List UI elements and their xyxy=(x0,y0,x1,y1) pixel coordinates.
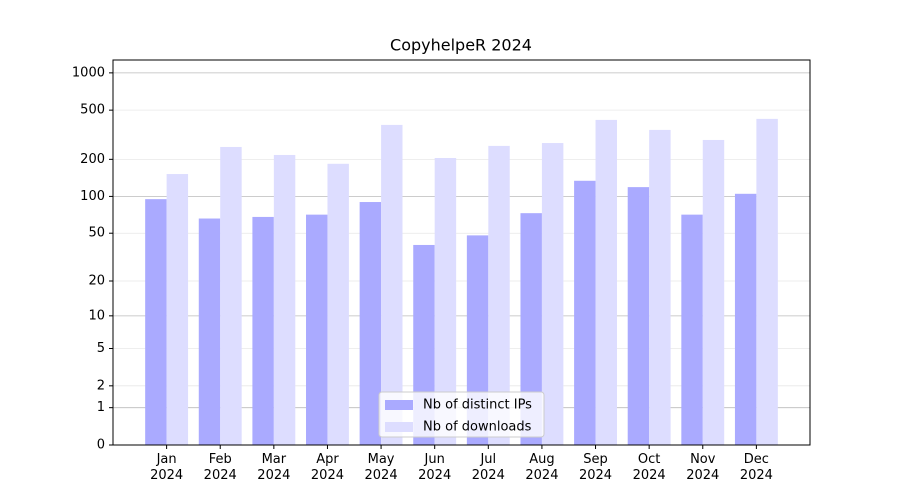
y-tick-label: 2 xyxy=(97,378,105,393)
bar xyxy=(681,214,703,445)
bar xyxy=(327,163,349,445)
y-tick-label: 100 xyxy=(80,189,105,204)
y-tick-label: 50 xyxy=(88,226,105,241)
y-tick-label: 10 xyxy=(88,308,105,323)
bar xyxy=(145,199,167,445)
bar xyxy=(273,154,296,445)
bar xyxy=(541,143,564,445)
x-tick-label: Jun 2024 xyxy=(418,452,452,483)
y-tick-label: 0 xyxy=(97,438,105,453)
bar xyxy=(381,124,403,446)
y-tick-label: 1 xyxy=(97,400,105,415)
chart-title: CopyhelpeR 2024 xyxy=(390,36,532,55)
bar xyxy=(359,202,382,445)
bar xyxy=(595,119,617,446)
y-tick-label: 200 xyxy=(80,152,105,167)
bar xyxy=(434,158,457,445)
bar xyxy=(488,145,510,445)
bar xyxy=(734,193,757,445)
legend-swatch xyxy=(385,400,413,410)
bar xyxy=(574,180,596,445)
x-tick-label: Jan 2024 xyxy=(150,452,184,483)
legend-label: Nb of distinct IPs xyxy=(423,398,532,413)
x-tick-label: Feb 2024 xyxy=(203,452,237,483)
bar xyxy=(756,118,778,445)
x-tick-label: Aug 2024 xyxy=(525,452,559,483)
bar xyxy=(306,214,328,445)
legend-box xyxy=(378,391,545,438)
x-tick-label: May 2024 xyxy=(364,452,398,483)
bar xyxy=(252,216,274,445)
bar xyxy=(220,146,242,445)
bar xyxy=(520,213,542,445)
legend-label: Nb of downloads xyxy=(423,420,532,435)
axes-frame xyxy=(112,59,811,446)
bar xyxy=(627,187,650,445)
y-tick-label: 20 xyxy=(88,274,105,289)
bar xyxy=(649,129,671,445)
bar xyxy=(166,174,189,445)
y-tick-label: 500 xyxy=(80,103,105,118)
x-tick-label: Jul 2024 xyxy=(471,452,505,483)
legend-swatch xyxy=(385,422,413,432)
bar xyxy=(702,139,725,446)
x-tick-label: Sep 2024 xyxy=(578,452,613,483)
x-tick-label: Apr 2024 xyxy=(310,452,344,483)
bar xyxy=(198,218,221,445)
x-tick-label: Nov 2024 xyxy=(686,452,720,483)
x-tick-label: Dec 2024 xyxy=(739,452,773,483)
x-tick-label: Oct 2024 xyxy=(632,452,666,483)
x-tick-label: Mar 2024 xyxy=(257,452,291,483)
y-tick-label: 1000 xyxy=(72,65,105,80)
y-tick-label: 5 xyxy=(97,341,105,356)
